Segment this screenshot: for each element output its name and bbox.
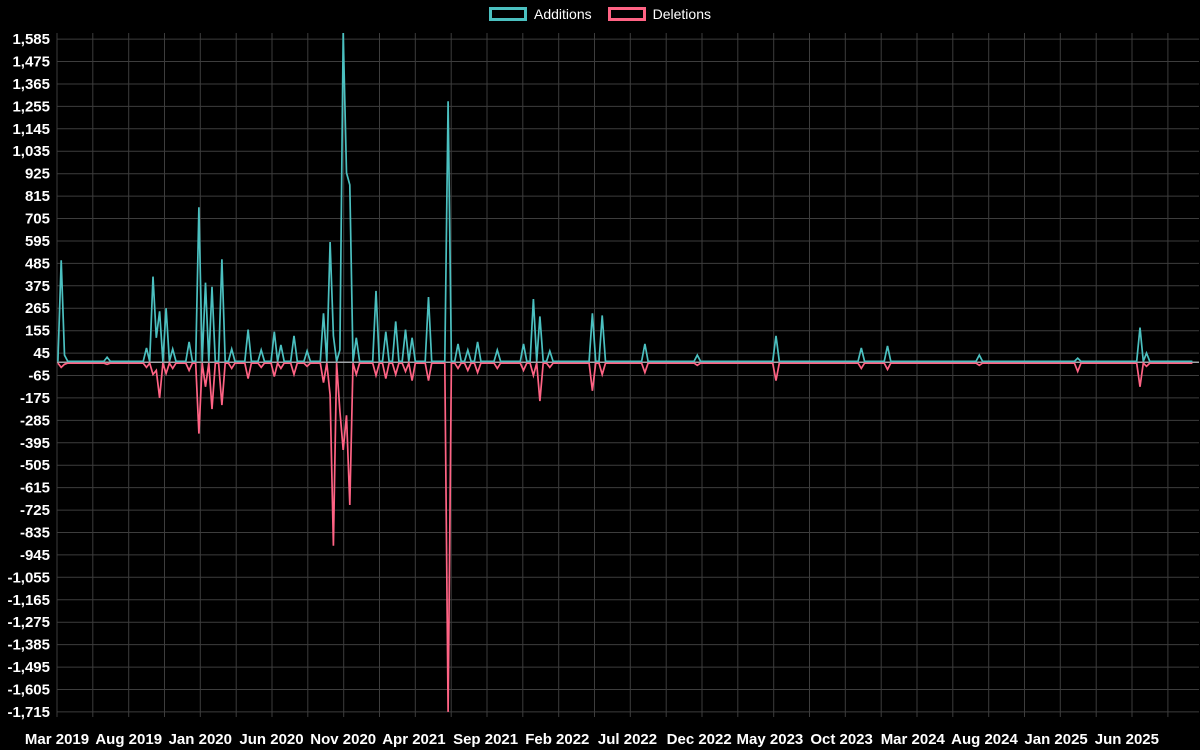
additions-line <box>57 32 1193 363</box>
deletions-line <box>57 360 1193 712</box>
y-tick-label: -1,165 <box>7 592 50 609</box>
x-tick-label: Mar 2024 <box>881 731 946 748</box>
y-tick-label: -1,495 <box>7 659 50 676</box>
y-tick-label: 375 <box>25 278 50 295</box>
y-tick-label: 155 <box>25 323 50 340</box>
x-tick-label: Sep 2021 <box>453 731 518 748</box>
y-tick-label: -1,605 <box>7 682 50 699</box>
x-tick-label: Mar 2019 <box>25 731 89 748</box>
y-tick-label: 1,255 <box>12 98 50 115</box>
y-axis-labels: 1,585 1,475 1,365 1,255 1,145 1,035 925 815 705 5… <box>7 31 50 721</box>
y-tick-label: -725 <box>20 502 50 519</box>
y-tick-label: -395 <box>20 435 50 452</box>
x-tick-label: Jun 2020 <box>239 731 303 748</box>
y-tick-label: -65 <box>28 368 50 385</box>
y-tick-label: 815 <box>25 188 50 205</box>
y-tick-label: -615 <box>20 480 50 497</box>
y-tick-label: 1,145 <box>12 121 50 138</box>
x-tick-label: Jun 2025 <box>1095 731 1159 748</box>
legend-item-additions[interactable]: Additions <box>489 6 592 22</box>
y-tick-label: 595 <box>25 233 50 250</box>
legend-label-additions: Additions <box>534 6 592 22</box>
y-tick-label: -1,275 <box>7 614 50 631</box>
y-tick-label: -175 <box>20 390 50 407</box>
x-tick-label: Aug 2019 <box>95 731 162 748</box>
x-axis-labels: Mar 2019 Aug 2019 Jan 2020 Jun 2020 Nov 2020… <box>25 731 1159 748</box>
y-tick-label: -945 <box>20 547 50 564</box>
grid-lines <box>56 33 1199 717</box>
y-tick-label: -505 <box>20 457 50 474</box>
x-tick-label: Feb 2022 <box>525 731 589 748</box>
chart-legend: Additions Deletions <box>0 6 1200 22</box>
x-tick-label: Oct 2023 <box>810 731 873 748</box>
x-tick-label: Dec 2022 <box>667 731 732 748</box>
y-tick-label: 705 <box>25 211 50 228</box>
y-tick-label: -1,385 <box>7 637 50 654</box>
x-tick-label: Aug 2024 <box>951 731 1018 748</box>
x-tick-label: May 2023 <box>737 731 804 748</box>
y-tick-label: 265 <box>25 300 50 317</box>
y-tick-label: 45 <box>33 345 50 362</box>
y-tick-label: 1,475 <box>12 54 50 71</box>
x-tick-label: Jan 2020 <box>169 731 232 748</box>
x-tick-label: Apr 2021 <box>382 731 445 748</box>
x-tick-label: Nov 2020 <box>310 731 376 748</box>
x-tick-label: Jul 2022 <box>598 731 657 748</box>
deletions-swatch-icon <box>607 7 646 21</box>
y-tick-label: 925 <box>25 166 50 183</box>
legend-label-deletions: Deletions <box>652 6 711 22</box>
x-tick-label: Jan 2025 <box>1024 731 1087 748</box>
y-tick-label: -1,715 <box>7 704 50 721</box>
legend-item-deletions[interactable]: Deletions <box>607 6 711 22</box>
y-tick-label: 485 <box>25 255 50 272</box>
y-tick-label: 1,365 <box>12 76 50 93</box>
y-tick-label: 1,585 <box>12 31 50 48</box>
y-tick-label: -1,055 <box>7 569 50 586</box>
y-tick-label: 1,035 <box>12 143 50 160</box>
y-tick-label: -835 <box>20 525 50 542</box>
y-tick-label: -285 <box>20 412 50 429</box>
additions-swatch-icon <box>489 7 528 21</box>
